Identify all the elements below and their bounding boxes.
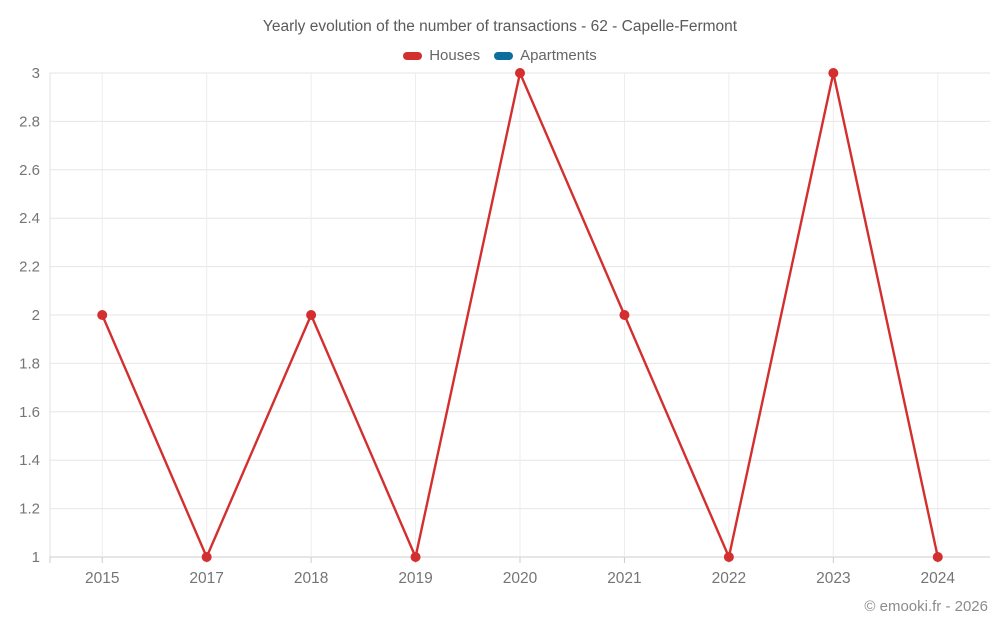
data-point-houses-2019[interactable] [410, 552, 421, 562]
data-point-houses-2018[interactable] [306, 310, 317, 320]
legend-label-apartments: Apartments [520, 47, 597, 64]
y-tick-label: 1.4 [19, 452, 40, 469]
x-tick-label: 2024 [921, 570, 956, 587]
y-tick-label: 3 [32, 65, 40, 82]
x-tick-label: 2018 [294, 570, 328, 587]
x-tick-label: 2021 [607, 570, 641, 587]
x-tick-label: 2019 [398, 570, 432, 587]
legend-item-houses[interactable]: Houses [403, 47, 480, 64]
x-tick-label: 2017 [189, 570, 223, 587]
y-tick-label: 1.6 [19, 404, 40, 421]
data-point-houses-2022[interactable] [723, 552, 734, 562]
y-tick-label: 2.8 [19, 113, 40, 130]
legend-item-apartments[interactable]: Apartments [494, 47, 597, 64]
data-point-houses-2024[interactable] [932, 552, 943, 562]
y-tick-label: 2.4 [19, 210, 40, 227]
y-tick-label: 1.8 [19, 355, 40, 372]
data-point-houses-2023[interactable] [828, 68, 839, 78]
legend-label-houses: Houses [429, 47, 481, 64]
y-tick-label: 2.6 [19, 162, 40, 179]
data-point-houses-2017[interactable] [201, 552, 212, 562]
y-tick-label: 2 [32, 307, 40, 324]
x-tick-label: 2020 [503, 570, 538, 587]
chart-title: Yearly evolution of the number of transa… [262, 18, 738, 35]
x-tick-label: 2015 [85, 570, 119, 587]
x-tick-label: 2023 [816, 570, 850, 587]
houses-series-swatch-icon [403, 51, 423, 60]
data-point-houses-2021[interactable] [619, 310, 630, 320]
legend: Houses Apartments [0, 47, 1000, 64]
apartments-series-swatch-icon [494, 51, 514, 60]
copyright: © emooki.fr - 2026 [864, 598, 988, 615]
y-tick-label: 2.2 [19, 259, 40, 276]
data-point-houses-2020[interactable] [515, 68, 525, 78]
y-tick-label: 1.2 [19, 501, 40, 518]
data-point-houses-2015[interactable] [97, 310, 108, 320]
x-tick-label: 2022 [712, 570, 746, 587]
y-tick-label: 1 [32, 549, 40, 566]
